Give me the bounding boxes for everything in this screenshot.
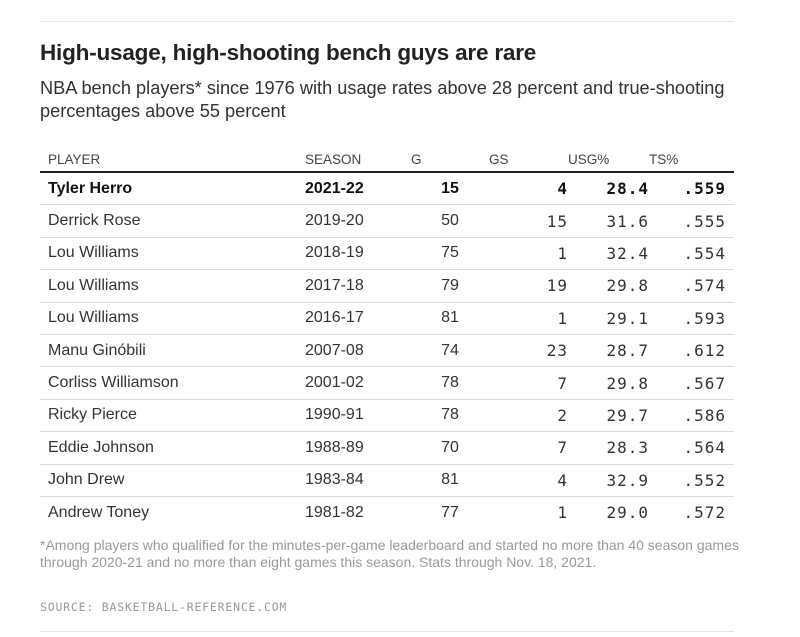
stats-table: PLAYER SEASON G GS USG% TS% Tyler Herro 2… — [40, 147, 734, 528]
table-row: Ricky Pierce 1990-91 78 2 29.7.586 — [40, 399, 734, 433]
chart-subtitle: NBA bench players* since 1976 with usage… — [40, 78, 725, 121]
cell-season: 2018-19 — [305, 237, 411, 271]
cell-usg: 29.1 — [568, 302, 649, 335]
cell-season: 1981-82 — [305, 503, 364, 521]
table-row: John Drew 1983-84 81 4 32.9.552 — [40, 464, 734, 497]
cell-player: Lou Williams — [40, 302, 305, 335]
table-row: Lou Williams 2017-18 79 19 29.8.574 — [40, 269, 734, 303]
cell-gs: 15 — [489, 204, 568, 238]
cell-usg: 32.9 — [568, 464, 649, 497]
cell-gs: 1 — [489, 237, 568, 271]
column-header-g: G — [411, 147, 489, 173]
cell-season: 2019-20 — [305, 204, 411, 238]
cell-ts: .572 — [683, 503, 726, 523]
cell-g: 75 — [411, 237, 489, 271]
column-header-ts: TS% — [649, 147, 734, 173]
cell-g: 81 — [411, 302, 489, 335]
chart-title: High-usage, high-shooting bench guys are… — [40, 40, 537, 65]
cell-usg: 28.3 — [568, 431, 649, 465]
cell-player: Eddie Johnson — [40, 431, 305, 465]
cell-ts: .574 — [649, 269, 734, 303]
bottom-divider — [40, 631, 734, 632]
table-row: Derrick Rose 2019-20 50 15 31.6.555 — [40, 204, 734, 238]
cell-usg: 32.4 — [568, 237, 649, 271]
cell-ts: .559 — [649, 172, 734, 206]
table-row: Corliss Williamson 2001-02 78 7 29.8.567 — [40, 366, 734, 400]
cell-g: 77 — [441, 503, 459, 521]
cell-gs: 1 — [557, 503, 568, 523]
cell-ts: .586 — [649, 399, 734, 433]
cell-season: 1988-89 — [305, 431, 411, 465]
cell-ts: .552 — [649, 464, 734, 497]
cell-season: 2021-22 — [305, 172, 411, 206]
cell-usg: 31.6 — [568, 204, 649, 238]
source-credit: SOURCE: BASKETBALL-REFERENCE.COM — [40, 600, 288, 614]
table-row: Lou Williams 2016-17 81 1 29.1.593 — [40, 302, 734, 335]
cell-gs: 19 — [489, 269, 568, 303]
cell-g: 50 — [411, 204, 489, 238]
cell-g: 81 — [411, 464, 489, 497]
cell-usg: 29.8 — [568, 366, 649, 400]
cell-g: 74 — [411, 334, 489, 368]
cell-player: Derrick Rose — [40, 204, 305, 238]
cell-player: Tyler Herro — [40, 172, 305, 206]
cell-player: Ricky Pierce — [40, 399, 305, 433]
cell-player: Lou Williams — [40, 237, 305, 271]
cell-usg: 28.4 — [568, 172, 649, 206]
cell-usg: 29.0 — [606, 503, 649, 523]
cell-season: 2017-18 — [305, 269, 411, 303]
cell-ts: .612 — [649, 334, 734, 368]
table-body: Tyler Herro 2021-22 15 4 28.4.559 Derrick Ros… — [40, 172, 734, 528]
cell-player: Andrew Toney — [48, 503, 150, 521]
cell-season: 1990-91 — [305, 399, 411, 433]
cell-season: 2016-17 — [305, 302, 411, 335]
cell-gs: 4 — [489, 464, 568, 497]
cell-gs: 23 — [489, 334, 568, 368]
column-header-usg: USG% — [568, 147, 649, 173]
table-row: Manu Ginóbili 2007-08 74 23 28.7.612 — [40, 334, 734, 368]
column-header-season: SEASON — [305, 147, 411, 173]
cell-ts: .593 — [649, 302, 734, 335]
table-row: Tyler Herro 2021-22 15 4 28.4.559 — [40, 172, 734, 206]
cell-ts: .554 — [649, 237, 734, 271]
cell-player: Lou Williams — [40, 269, 305, 303]
table-header-row: PLAYER SEASON G GS USG% TS% — [40, 147, 734, 173]
cell-usg: 29.7 — [568, 399, 649, 433]
cell-ts: .564 — [649, 431, 734, 465]
cell-g: 78 — [411, 366, 489, 400]
table-row: Eddie Johnson 1988-89 70 7 28.3.564 — [40, 431, 734, 465]
cell-usg: 29.8 — [568, 269, 649, 303]
table-row: Andrew Toney 1981-82 77 1 29.0 .572 — [40, 496, 734, 528]
table-row: Lou Williams 2018-19 75 1 32.4.554 — [40, 237, 734, 271]
cell-season: 1983-84 — [305, 464, 411, 497]
cell-ts: .555 — [649, 204, 734, 238]
cell-gs: 2 — [489, 399, 568, 433]
cell-gs: 7 — [489, 366, 568, 400]
cell-g: 78 — [411, 399, 489, 433]
column-header-gs: GS — [489, 147, 568, 173]
cell-g: 79 — [411, 269, 489, 303]
top-divider — [40, 21, 734, 22]
cell-player: John Drew — [40, 464, 305, 497]
footnote: *Among players who qualified for the min… — [40, 537, 739, 570]
cell-player: Corliss Williamson — [40, 366, 305, 400]
cell-gs: 4 — [489, 172, 568, 206]
cell-gs: 7 — [489, 431, 568, 465]
cell-ts: .567 — [649, 366, 734, 400]
cell-usg: 28.7 — [568, 334, 649, 368]
column-header-player: PLAYER — [40, 147, 305, 173]
cell-g: 15 — [411, 172, 489, 206]
cell-player: Manu Ginóbili — [40, 334, 305, 368]
cell-g: 70 — [411, 431, 489, 465]
cell-season: 2001-02 — [305, 366, 411, 400]
cell-gs: 1 — [489, 302, 568, 335]
cell-season: 2007-08 — [305, 334, 411, 368]
